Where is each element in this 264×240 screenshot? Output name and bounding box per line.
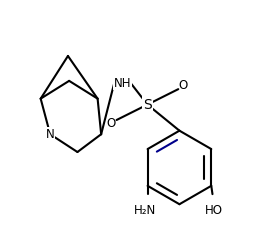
Text: S: S <box>143 98 152 112</box>
Text: O: O <box>178 79 188 92</box>
Text: O: O <box>106 117 115 130</box>
Text: N: N <box>46 128 55 141</box>
Text: NH: NH <box>114 77 131 90</box>
Text: H₂N: H₂N <box>134 204 156 217</box>
Text: HO: HO <box>205 204 223 217</box>
